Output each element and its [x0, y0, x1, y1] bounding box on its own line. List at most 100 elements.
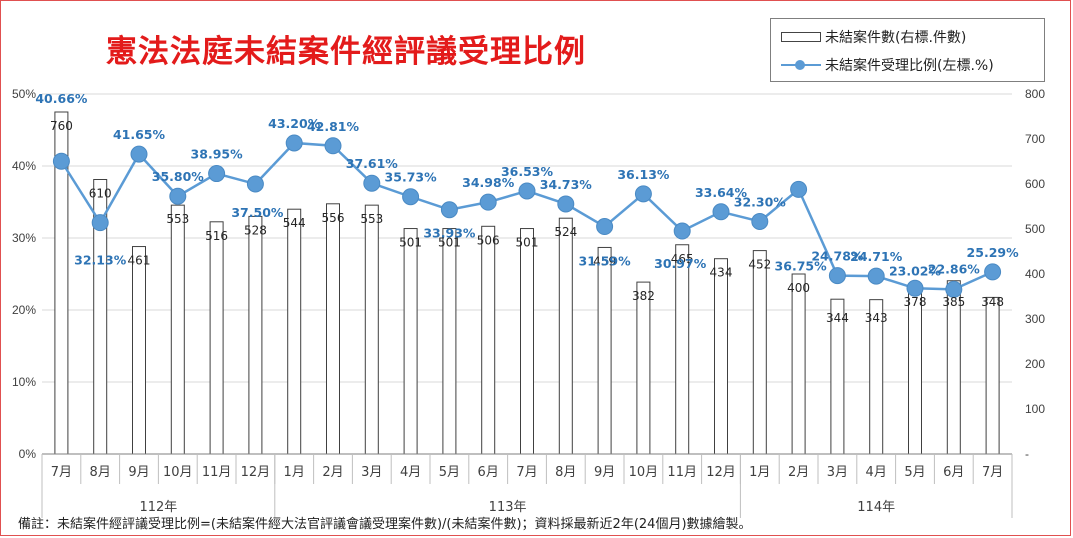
bar-value-label: 378 — [904, 295, 927, 309]
bar-value-label: 348 — [981, 295, 1004, 309]
ratio-point — [91, 214, 109, 232]
ratio-point — [363, 174, 381, 192]
bar-value-label: 556 — [322, 211, 345, 225]
bar-value-label: 344 — [826, 311, 849, 325]
bar-value-label: 343 — [865, 311, 888, 325]
bar-value-label: 524 — [554, 225, 577, 239]
y-left-tick-label: 50% — [12, 87, 36, 101]
y-right-tick-label: 800 — [1025, 87, 1045, 101]
x-tick-label: 2月 — [788, 465, 809, 480]
legend-bar-label: 未結案件數(右標.件數) — [825, 30, 967, 46]
ratio-value-label: 33.93% — [423, 226, 476, 241]
ratio-value-label: 25.29% — [967, 245, 1020, 260]
x-tick-label: 1月 — [284, 465, 305, 480]
bar-value-label: 465 — [671, 252, 694, 266]
legend-item-bars: 未結案件數(右標.件數) — [781, 27, 966, 47]
bar — [714, 258, 728, 455]
ratio-point — [402, 188, 420, 206]
bar-value-label: 452 — [748, 258, 771, 272]
bar — [597, 246, 612, 455]
y-right-tick-label: 400 — [1025, 267, 1045, 281]
y-left-tick-label: 20% — [12, 303, 36, 317]
chart-title: 憲法法庭未結案件經評議受理比例 — [106, 34, 586, 70]
ratio-value-label: 30.97% — [654, 256, 707, 271]
ratio-point — [557, 195, 575, 213]
ratio-point — [596, 218, 614, 236]
ratio-value-label: 41.65% — [113, 127, 166, 142]
ratio-value-label: 37.50% — [231, 205, 284, 220]
ratio-point — [285, 134, 303, 152]
bar-value-label: 501 — [399, 236, 422, 250]
ratio-value-label: 24.78% — [811, 249, 864, 264]
bar-value-label: 461 — [128, 254, 151, 268]
ratio-value-label: 33.64% — [695, 185, 748, 200]
bar — [908, 283, 922, 455]
ratio-point — [712, 203, 730, 221]
ratio-value-label: 42.81% — [307, 119, 360, 134]
bar-value-label: 385 — [942, 295, 965, 309]
y-right-tick-label: 600 — [1025, 177, 1045, 191]
ratio-point — [828, 267, 846, 285]
chart-legend: 未結案件數(右標.件數) 未結案件受理比例(左標.%) — [770, 18, 1045, 82]
ratio-point — [984, 263, 1002, 281]
x-tick-label: 10月 — [629, 465, 659, 480]
bar-value-label: 459 — [593, 254, 616, 268]
y-right-tick-label: 500 — [1025, 222, 1045, 236]
bar-value-label: 544 — [283, 216, 306, 230]
x-tick-label: 1月 — [749, 465, 770, 480]
bar — [326, 203, 340, 455]
ratio-point — [945, 280, 963, 298]
bar-value-label: 553 — [360, 212, 383, 226]
year-group-label: 114年 — [857, 500, 895, 515]
bar-value-label: 400 — [787, 281, 810, 295]
ratio-value-label: 24.71% — [850, 249, 903, 264]
y-right-tick-label: 200 — [1025, 357, 1045, 371]
y-right-tick-label: 100 — [1025, 402, 1045, 416]
bar — [675, 244, 690, 455]
legend-line-label: 未結案件受理比例(左標.%) — [825, 58, 994, 74]
x-tick-label: 9月 — [594, 465, 615, 480]
bar — [442, 228, 457, 455]
x-tick-label: 3月 — [827, 465, 848, 480]
x-tick-label: 7月 — [516, 465, 537, 480]
y-left-tick-label: 10% — [12, 375, 36, 389]
x-tick-label: 2月 — [322, 465, 343, 480]
ratio-value-label: 40.66% — [35, 91, 88, 106]
ratio-value-label: 43.20% — [268, 116, 321, 131]
bar-value-label: 382 — [632, 289, 655, 303]
ratio-point — [867, 267, 885, 285]
ratio-point — [790, 180, 808, 198]
ratio-value-label: 36.53% — [501, 164, 554, 179]
ratio-point — [906, 279, 924, 297]
ratio-point — [751, 212, 769, 230]
ratio-value-label: 32.13% — [74, 253, 127, 268]
x-tick-label: 7月 — [982, 465, 1003, 480]
x-tick-label: 5月 — [439, 465, 460, 480]
bar — [209, 221, 224, 455]
x-tick-label: 3月 — [361, 465, 382, 480]
footnote: 備註：未結案件經評議受理比例=(未結案件經大法官評議會議受理案件數)/(未結案件… — [18, 517, 752, 532]
x-tick-label: 9月 — [128, 465, 149, 480]
year-group-label: 112年 — [139, 500, 177, 515]
x-tick-label: 5月 — [904, 465, 925, 480]
bar-value-label: 760 — [50, 119, 73, 133]
y-left-tick-label: 40% — [12, 159, 36, 173]
x-tick-label: 11月 — [667, 465, 697, 480]
ratio-value-label: 36.13% — [617, 167, 670, 182]
ratio-point — [673, 222, 691, 240]
bar-value-label: 501 — [516, 236, 539, 250]
bar-value-label: 434 — [710, 266, 733, 280]
y-right-tick-label: 700 — [1025, 132, 1045, 146]
ratio-value-label: 22.86% — [928, 261, 981, 276]
bar — [132, 246, 146, 455]
legend-bar-swatch — [781, 32, 821, 42]
ratio-value-label: 36.75% — [775, 258, 828, 273]
x-tick-label: 8月 — [90, 465, 111, 480]
ratio-point — [324, 137, 342, 155]
bar — [481, 225, 496, 455]
ratio-point — [518, 182, 536, 200]
ratio-value-label: 38.95% — [191, 147, 244, 162]
ratio-value-label: 32.30% — [734, 194, 787, 209]
ratio-value-label: 34.98% — [462, 175, 515, 190]
